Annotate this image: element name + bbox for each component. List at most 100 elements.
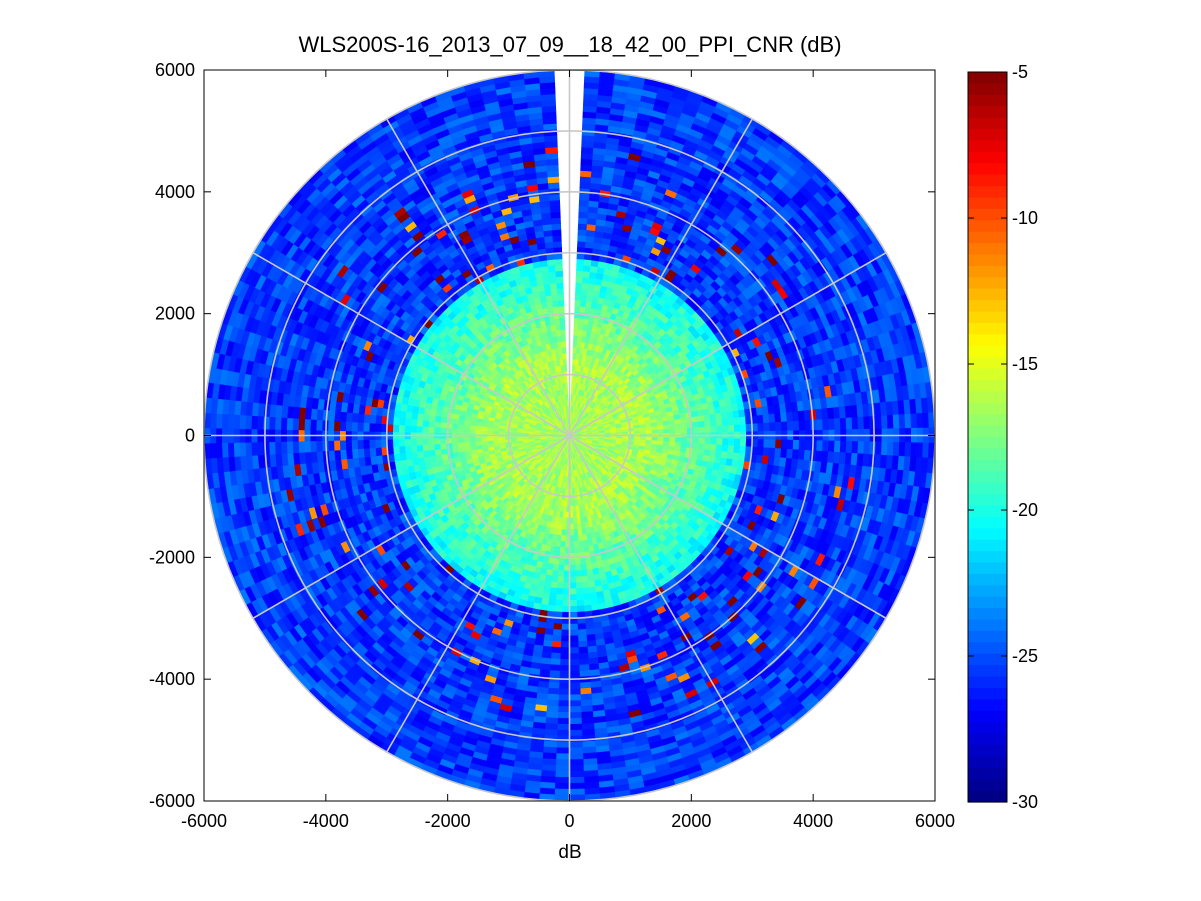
cnr-cell: [569, 694, 581, 702]
cnr-cell: [543, 740, 557, 748]
cnr-cell: [714, 412, 723, 421]
cnr-cell: [548, 593, 557, 601]
cnr-cell: [576, 605, 585, 613]
cnr-cell: [582, 587, 590, 595]
cnr-cell: [733, 445, 741, 454]
cnr-cell: [839, 440, 847, 454]
cnr-cell: [579, 681, 592, 690]
cnr-cell: [774, 412, 782, 423]
cnr-cell: [691, 416, 699, 423]
cnr-cell: [580, 693, 593, 701]
cnr-cell: [680, 427, 688, 434]
cnr-cell: [710, 425, 718, 433]
cnr-cell: [721, 418, 729, 427]
cnr-cell: [569, 582, 577, 590]
cnr-cell: [579, 687, 592, 695]
cnr-cell: [657, 429, 665, 434]
cnr-cell: [545, 711, 559, 719]
cnr-cell: [692, 427, 700, 434]
cnr-cell: [791, 411, 800, 422]
cnr-cell: [560, 641, 570, 649]
cnr-cell: [581, 134, 595, 143]
cnr-cell: [551, 634, 562, 642]
cnr-cell: [633, 430, 641, 435]
cnr-cell: [569, 588, 577, 595]
cnr-cell: [833, 440, 841, 453]
cnr-cell: [863, 441, 871, 455]
cnr-cell: [668, 424, 676, 430]
cnr-cell: [657, 425, 664, 431]
cnr-cell: [569, 723, 583, 731]
cnr-cell: [569, 647, 579, 654]
cnr-cell: [775, 421, 782, 432]
cnr-cell: [686, 437, 694, 444]
cnr-cell: [582, 276, 590, 284]
cnr-cell: [558, 558, 565, 566]
cnr-cell: [569, 747, 584, 755]
cnr-cell: [810, 440, 818, 452]
cnr-cell: [663, 428, 671, 434]
cnr-cell: [569, 706, 582, 713]
cnr-cell: [569, 729, 583, 737]
cnr-cell: [556, 576, 564, 584]
cnr-cell: [692, 437, 700, 444]
cnr-cell: [756, 414, 764, 424]
cnr-cell: [580, 563, 587, 571]
cnr-cell: [722, 425, 729, 433]
cnr-cell: [739, 424, 747, 433]
cnr-cell: [709, 413, 717, 422]
cnr-cell: [875, 415, 883, 430]
cnr-cell: [584, 557, 592, 565]
cnr-cell: [575, 593, 584, 601]
cnr-cell: [574, 552, 581, 560]
cnr-cell: [558, 552, 565, 560]
cnr-cell: [863, 416, 871, 430]
cnr-cell: [574, 558, 581, 566]
cnr-cell: [639, 430, 647, 435]
cnr-cell: [547, 598, 557, 607]
cnr-cell: [714, 450, 723, 459]
cnr-cell: [804, 420, 812, 431]
cnr-cell: [569, 564, 576, 572]
cnr-cell: [786, 411, 794, 423]
cnr-cell: [569, 600, 577, 607]
cnr-cell: [578, 217, 589, 225]
cnr-cell: [582, 264, 592, 273]
cnr-cell: [581, 723, 595, 731]
cnr-cell: [547, 687, 560, 695]
cnr-cell: [573, 529, 579, 536]
cnr-cell: [792, 420, 800, 432]
cnr-cell: [550, 646, 561, 654]
cnr-cell: [574, 570, 582, 578]
cnr-cell: [545, 705, 559, 713]
cnr-cell: [569, 623, 578, 631]
cnr-cell: [577, 223, 588, 231]
cnr-cell: [573, 323, 580, 331]
cnr-cell: [552, 629, 562, 637]
cnr-cell: [698, 443, 706, 451]
cnr-cell: [839, 417, 847, 431]
cnr-cell: [675, 437, 682, 443]
cnr-cell: [577, 640, 588, 648]
cnr-cell: [704, 420, 712, 428]
cnr-cell: [576, 264, 585, 272]
cnr-cell: [554, 605, 563, 613]
cnr-cell: [555, 747, 570, 755]
cnr-cell: [662, 424, 670, 430]
cnr-cell: [580, 569, 588, 577]
cnr-cell: [797, 449, 806, 461]
cnr-cell: [572, 517, 578, 525]
cnr-cell: [577, 634, 588, 642]
cnr-cell: [762, 414, 770, 424]
cnr-cell: [780, 448, 788, 459]
cnr-cell: [922, 412, 930, 429]
cnr-cell: [581, 282, 590, 290]
cnr-cell: [698, 426, 706, 434]
cnr-cell: [569, 782, 585, 790]
cnr-cell: [555, 587, 564, 595]
cnr-cell: [686, 427, 694, 434]
cnr-cell: [674, 423, 682, 430]
cnr-cell: [569, 594, 577, 601]
cnr-cell: [555, 593, 564, 601]
cnr-cell: [585, 563, 593, 571]
